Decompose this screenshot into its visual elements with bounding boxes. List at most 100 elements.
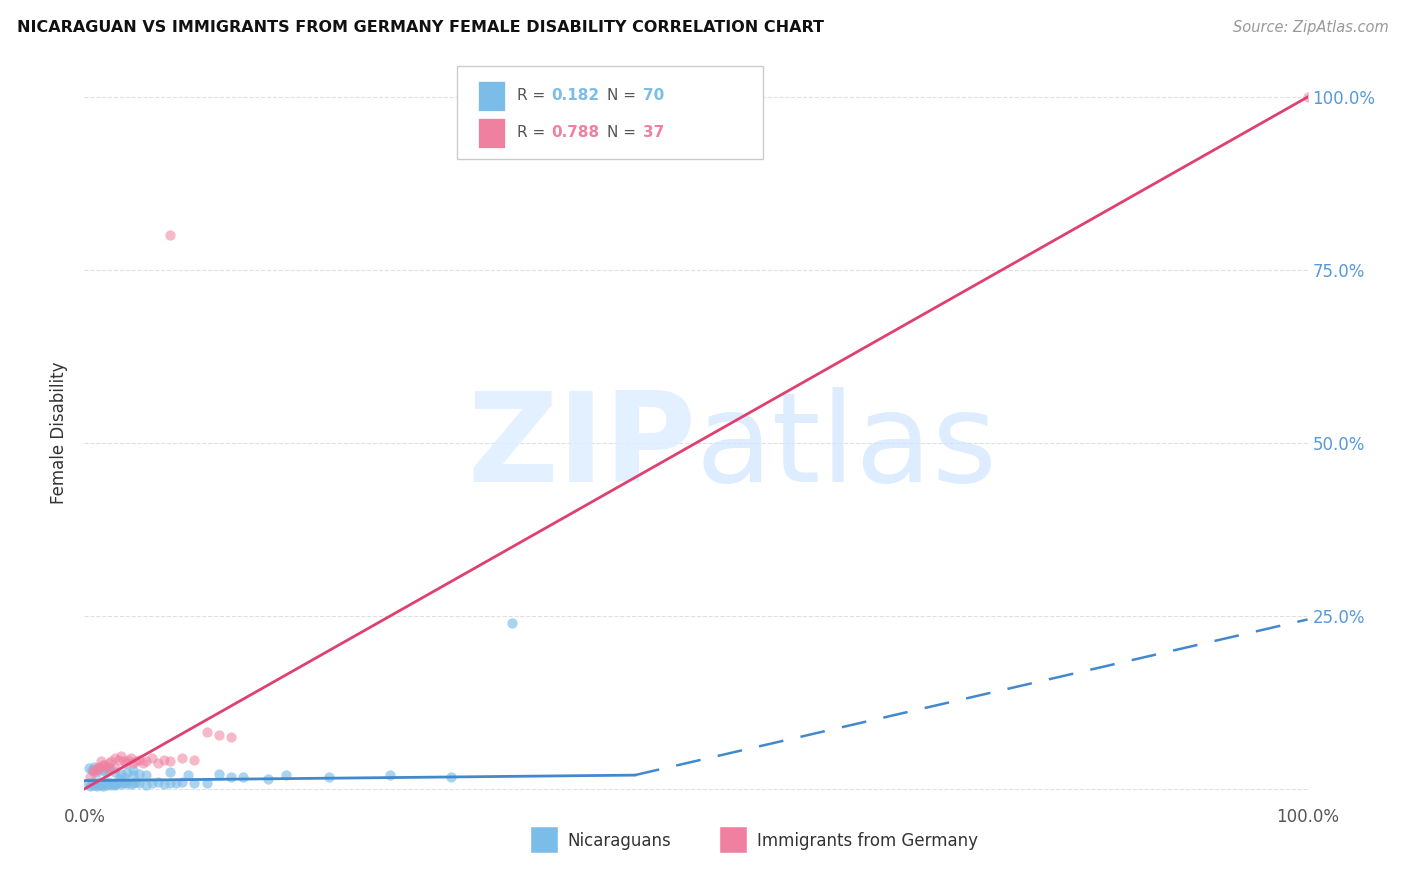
Text: ZIP: ZIP	[467, 387, 696, 508]
Point	[105, 776, 128, 790]
Text: 37: 37	[644, 125, 665, 140]
Point	[141, 751, 163, 765]
Point	[107, 775, 129, 789]
Point	[79, 770, 101, 784]
Point	[135, 768, 157, 782]
Point	[159, 776, 181, 790]
Point	[208, 766, 231, 780]
Point	[115, 756, 138, 770]
Point	[93, 757, 115, 772]
Point	[141, 776, 163, 790]
Point	[87, 760, 110, 774]
Point	[159, 764, 181, 779]
Point	[104, 764, 127, 779]
Point	[77, 761, 100, 775]
Point	[135, 754, 157, 768]
Point	[122, 776, 145, 790]
Point	[97, 756, 120, 770]
Point	[87, 777, 110, 791]
FancyBboxPatch shape	[478, 118, 505, 147]
Point	[219, 730, 242, 744]
Point	[97, 777, 120, 791]
Point	[91, 757, 114, 772]
Point	[112, 776, 135, 790]
Point	[128, 776, 150, 790]
Point	[86, 763, 108, 777]
Point	[122, 756, 145, 770]
Point	[90, 778, 112, 792]
Point	[195, 776, 218, 790]
Text: N =: N =	[606, 125, 641, 140]
Text: Source: ZipAtlas.com: Source: ZipAtlas.com	[1233, 20, 1389, 35]
Point	[219, 770, 242, 784]
Point	[91, 779, 114, 793]
Point	[132, 756, 155, 770]
Point	[172, 775, 194, 789]
Point	[107, 753, 129, 767]
Point	[115, 764, 138, 779]
Point	[96, 764, 118, 779]
Point	[83, 776, 105, 790]
Point	[120, 751, 142, 765]
Point	[97, 761, 120, 775]
Point	[79, 779, 101, 793]
Point	[91, 763, 114, 777]
Point	[104, 778, 127, 792]
Point	[82, 775, 104, 789]
Point	[146, 775, 169, 789]
Point	[110, 777, 132, 791]
Text: NICARAGUAN VS IMMIGRANTS FROM GERMANY FEMALE DISABILITY CORRELATION CHART: NICARAGUAN VS IMMIGRANTS FROM GERMANY FE…	[17, 20, 824, 35]
Point	[195, 725, 218, 739]
Point	[110, 766, 132, 780]
Point	[128, 766, 150, 780]
Point	[86, 764, 108, 779]
Point	[82, 763, 104, 777]
Point	[183, 753, 205, 767]
Point	[77, 776, 100, 790]
Text: 70: 70	[644, 88, 665, 103]
Point	[100, 754, 122, 768]
Point	[177, 768, 200, 782]
Point	[103, 777, 125, 791]
FancyBboxPatch shape	[531, 827, 558, 853]
Point	[84, 778, 107, 792]
Point	[80, 763, 103, 777]
Text: 0.182: 0.182	[551, 88, 600, 103]
Point	[208, 728, 231, 742]
Point	[98, 776, 121, 790]
Point	[80, 778, 103, 792]
Point	[112, 770, 135, 784]
Point	[125, 754, 148, 768]
Text: Immigrants from Germany: Immigrants from Germany	[758, 831, 979, 849]
Point	[101, 776, 124, 790]
Point	[165, 776, 187, 790]
Point	[83, 764, 105, 779]
Point	[276, 768, 298, 782]
Point	[135, 778, 157, 792]
Point	[172, 751, 194, 765]
FancyBboxPatch shape	[457, 66, 763, 159]
Point	[89, 775, 111, 789]
Text: N =: N =	[606, 88, 641, 103]
Point	[120, 777, 142, 791]
FancyBboxPatch shape	[720, 827, 748, 853]
Point	[104, 751, 127, 765]
Point	[93, 776, 115, 790]
Point	[146, 756, 169, 770]
Y-axis label: Female Disability: Female Disability	[51, 361, 69, 504]
Text: atlas: atlas	[696, 387, 998, 508]
Point	[115, 776, 138, 790]
Point	[112, 754, 135, 768]
Text: 0.788: 0.788	[551, 125, 600, 140]
Point	[159, 754, 181, 768]
Point	[159, 228, 181, 243]
Point	[153, 753, 176, 767]
Point	[96, 761, 118, 775]
Point	[104, 761, 127, 775]
Point	[440, 770, 463, 784]
Point	[502, 615, 524, 630]
Point	[114, 775, 136, 789]
Point	[122, 768, 145, 782]
Point	[117, 753, 139, 767]
Point	[100, 778, 122, 792]
